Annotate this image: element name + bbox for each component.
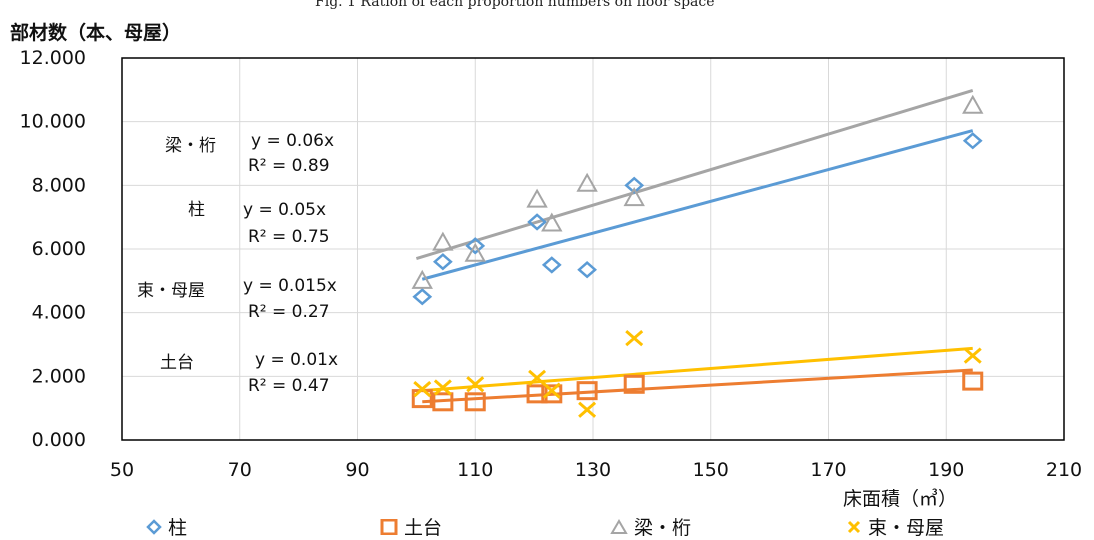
x-point <box>466 376 485 393</box>
square-point <box>962 371 984 391</box>
y-tick-label: 8.000 <box>32 174 86 196</box>
anno-r2-beam: R² = 0.89 <box>248 156 330 176</box>
diamond-marker-icon <box>146 518 162 535</box>
x-tick-label: 90 <box>345 459 369 481</box>
legend-label-beam: 梁・桁 <box>634 517 692 539</box>
anno-eq-pillar: y = 0.05x <box>243 200 327 220</box>
x-tick-label: 110 <box>457 459 493 481</box>
diamond-point <box>412 288 433 306</box>
x-tick-label: 130 <box>575 459 611 481</box>
x-point <box>542 382 561 399</box>
trendline-1 <box>422 368 973 404</box>
square-point <box>432 392 454 412</box>
triangle-point <box>541 212 563 232</box>
y-tick-label: 6.000 <box>32 238 86 260</box>
x-point <box>578 401 597 418</box>
x-tick-label: 210 <box>1046 459 1082 481</box>
figure-caption: Fig. 1 Ration of each proportion numbers… <box>315 0 715 10</box>
square-point <box>623 374 645 394</box>
y-tick-label: 0.000 <box>32 429 86 451</box>
diamond-point <box>465 237 486 255</box>
x-point <box>963 347 982 364</box>
anno-r2-pillar: R² = 0.75 <box>248 227 330 247</box>
diamond-point <box>624 176 645 194</box>
triangle-marker-icon <box>610 518 628 534</box>
trendline-0 <box>421 129 974 281</box>
anno-r2-purlin: R² = 0.27 <box>248 302 330 322</box>
triangle-point <box>576 172 598 192</box>
anno-r2-sill: R² = 0.47 <box>248 376 330 396</box>
legend-label-purlin: 束・母屋 <box>868 517 945 539</box>
square-point <box>464 392 486 412</box>
y-tick-label: 10.000 <box>20 111 86 133</box>
legend-item-beam: 梁・桁 <box>610 513 691 540</box>
plot-area-frame <box>121 57 1065 441</box>
diamond-point <box>527 213 547 231</box>
square-point <box>541 384 563 404</box>
y-axis-title: 部材数（本、母屋） <box>10 22 182 44</box>
triangle-point <box>464 242 486 262</box>
x-tick-label: 70 <box>228 459 252 481</box>
square-marker-icon <box>380 518 398 535</box>
diamond-point <box>577 261 598 279</box>
anno-label-sill: 土台 <box>160 353 194 373</box>
square-point <box>576 381 598 401</box>
legend-label-sill: 土台 <box>404 517 443 539</box>
diamond-point <box>541 256 562 274</box>
diamond-point <box>432 253 453 271</box>
x-marker-icon <box>847 520 861 533</box>
legend-item-purlin: 束・母屋 <box>846 513 944 540</box>
anno-label-purlin: 束・母屋 <box>137 281 205 301</box>
anno-label-pillar: 柱 <box>188 200 205 220</box>
legend-item-pillar: 柱 <box>146 513 187 540</box>
x-tick-label: 150 <box>693 459 729 481</box>
x-axis-title: 床面積（㎥） <box>843 488 958 510</box>
x-point <box>413 380 432 398</box>
x-tick-label: 170 <box>810 459 846 481</box>
triangle-point <box>623 187 645 207</box>
x-tick-label: 190 <box>928 459 964 481</box>
y-tick-label: 2.000 <box>32 365 86 387</box>
y-tick-label: 4.000 <box>32 302 86 324</box>
x-point <box>433 379 452 396</box>
diamond-point <box>962 132 983 150</box>
triangle-point <box>962 94 984 114</box>
trendline-2 <box>415 89 974 260</box>
x-point <box>625 330 644 347</box>
legend-label-pillar: 柱 <box>168 517 188 539</box>
anno-eq-sill: y = 0.01x <box>255 350 339 370</box>
trendline-3 <box>422 346 973 393</box>
anno-eq-purlin: y = 0.015x <box>243 276 337 296</box>
anno-label-beam: 梁・桁 <box>165 136 216 156</box>
anno-eq-beam: y = 0.06x <box>251 131 335 151</box>
y-tick-label: 12.000 <box>20 47 86 69</box>
x-tick-label: 50 <box>110 459 134 481</box>
triangle-point <box>411 269 433 289</box>
legend-item-sill: 土台 <box>380 513 442 540</box>
x-point <box>528 369 547 387</box>
triangle-point <box>526 188 548 208</box>
triangle-point <box>432 231 454 251</box>
